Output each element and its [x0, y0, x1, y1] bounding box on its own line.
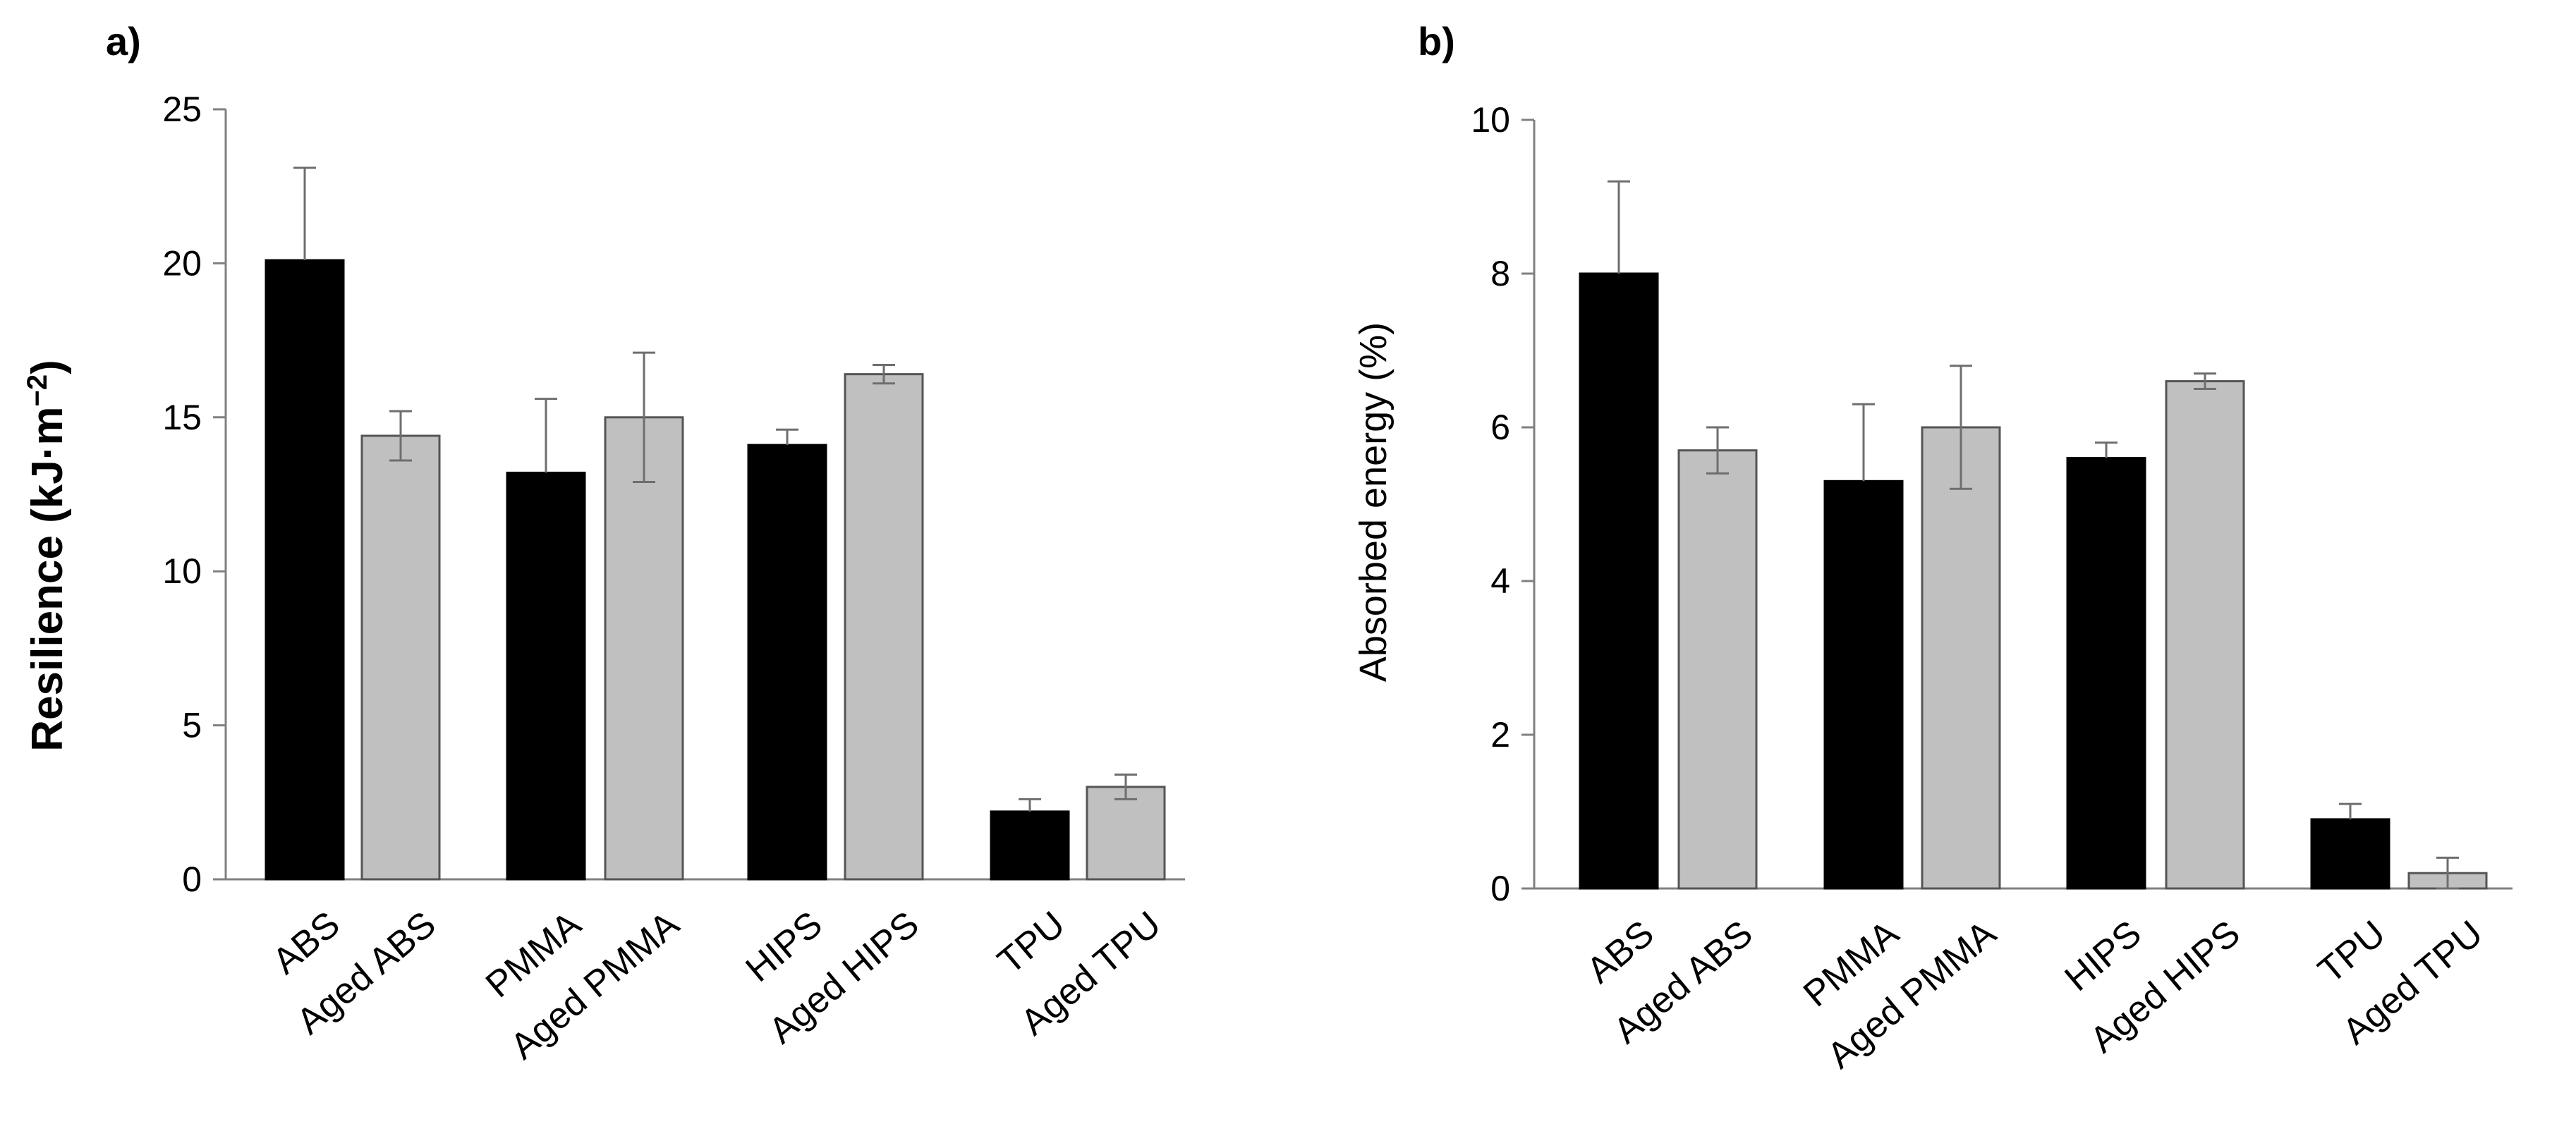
- y-tick-label: 15: [162, 398, 202, 437]
- category-label: TPU: [2311, 913, 2393, 991]
- bar-pmma: [1823, 479, 1904, 890]
- panel-a-y-axis-title-main: Resilience (kJ·m: [23, 406, 72, 751]
- bar-aged-pmma: [604, 416, 684, 881]
- error-bar: [873, 364, 895, 385]
- y-tick-label: 8: [1490, 254, 1510, 293]
- error-bar: [1950, 365, 1972, 490]
- y-tick-label: 4: [1490, 561, 1510, 601]
- error-bar: [1019, 798, 1041, 812]
- panel-a-y-ticks: 0 5 10 15 20 25: [162, 90, 226, 899]
- y-tick-label: 10: [162, 551, 202, 591]
- category-label: TPU: [990, 904, 1073, 982]
- bar-aged-abs: [360, 434, 441, 881]
- bar-pmma: [506, 471, 586, 881]
- bar-aged-abs: [1677, 449, 1758, 890]
- panel-a-bars: [265, 259, 1166, 881]
- bar-hips: [2066, 457, 2146, 890]
- bar-aged-tpu: [1086, 786, 1166, 881]
- error-bar: [535, 398, 557, 473]
- bar-abs: [1579, 272, 1659, 890]
- error-bar: [2095, 441, 2118, 458]
- bar-tpu: [2310, 818, 2390, 890]
- panel-b-error-bars: [1608, 180, 2459, 890]
- y-tick-label: 2: [1490, 715, 1510, 755]
- category-label: ABS: [1579, 913, 1662, 991]
- y-tick-label: 5: [182, 706, 202, 745]
- bar-aged-pmma: [1921, 426, 2001, 890]
- error-bar: [1608, 180, 1630, 274]
- error-bar: [2339, 802, 2362, 819]
- category-label: Aged PMMA: [1820, 912, 2004, 1076]
- error-bar: [776, 428, 798, 446]
- bar-aged-hips: [844, 373, 924, 881]
- panel-a-y-axis-title: Resilience (kJ·m−2): [22, 360, 72, 752]
- panel-a-error-bars: [293, 166, 1137, 812]
- error-bar: [2436, 856, 2459, 890]
- panel-b-y-axis-title: Absorbed energy (%): [1352, 322, 1395, 682]
- y-tick-label: 20: [162, 243, 202, 283]
- panel-b-label: b): [1418, 19, 1455, 63]
- bar-aged-hips: [2165, 380, 2245, 890]
- category-label: Aged PMMA: [503, 903, 687, 1067]
- error-bar: [633, 351, 655, 484]
- panel-a-y-axis-title-suffix: ): [23, 360, 72, 374]
- panel-b-bars: [1579, 272, 2488, 890]
- bar-abs: [265, 259, 345, 881]
- y-tick-label: 0: [182, 860, 202, 899]
- error-bar: [389, 410, 412, 462]
- y-tick-label: 0: [1490, 869, 1510, 908]
- y-tick-label: 25: [162, 90, 202, 129]
- error-bar: [1852, 403, 1875, 482]
- error-bar: [293, 166, 316, 261]
- category-label: ABS: [265, 904, 348, 982]
- error-bar: [1706, 426, 1729, 475]
- y-tick-label: 10: [1471, 100, 1510, 140]
- panel-a-y-axis-title-superscript: −2: [22, 374, 53, 407]
- panel-a-label: a): [106, 19, 141, 63]
- bar-tpu: [990, 810, 1070, 881]
- bar-hips: [747, 444, 827, 881]
- panel-b-y-ticks: 0 2 4 6 8 10: [1471, 100, 1534, 908]
- error-bar: [1114, 773, 1137, 800]
- error-bar: [2194, 372, 2216, 390]
- y-tick-label: 6: [1490, 408, 1510, 447]
